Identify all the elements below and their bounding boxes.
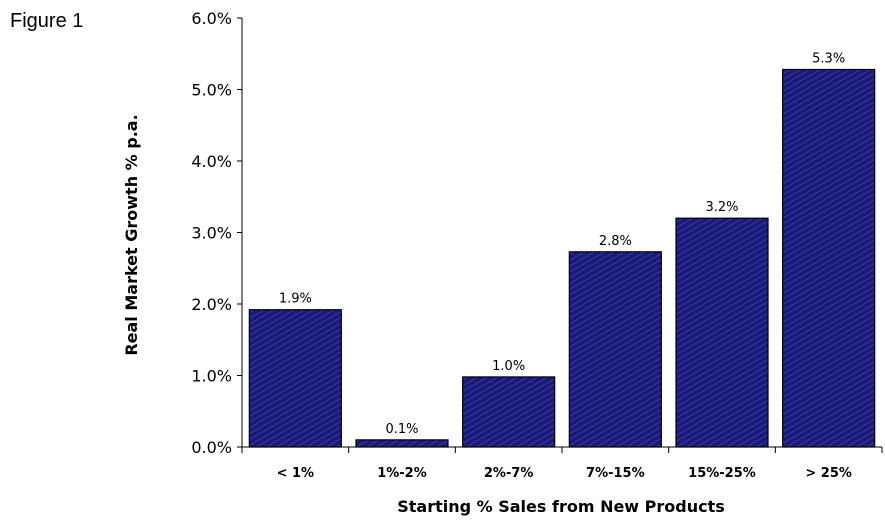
y-tick-label: 6.0%: [191, 9, 232, 28]
data-labels: 1.9% 0.1% 1.0% 2.8% 3.2% 5.3%: [279, 51, 845, 436]
bars: [248, 68, 876, 448]
bar: [248, 309, 342, 448]
y-tick-label: 1.0%: [191, 367, 232, 386]
y-tick-label: 4.0%: [191, 152, 232, 171]
y-tick-label: 5.0%: [191, 81, 232, 100]
bar: [355, 439, 449, 448]
x-category-label: > 25%: [805, 466, 852, 481]
x-axis: < 1% 1%-2% 2%-7% 7%-15% 15%-25% > 25%: [241, 446, 883, 481]
y-tick-label: 0.0%: [191, 438, 232, 457]
bar: [462, 376, 556, 448]
bar: [782, 68, 876, 448]
x-category-label: < 1%: [277, 466, 315, 481]
x-axis-title: Starting % Sales from New Products: [397, 497, 725, 516]
bar-value-label: 5.3%: [812, 51, 845, 66]
y-axis: 0.0% 1.0% 2.0% 3.0% 4.0% 5.0% 6.0%: [191, 9, 243, 457]
x-category-label: 7%-15%: [586, 466, 645, 481]
bar-value-label: 3.2%: [705, 200, 738, 215]
y-tick-label: 2.0%: [191, 295, 232, 314]
x-category-label: 1%-2%: [377, 466, 427, 481]
bar: [675, 217, 769, 448]
bar-value-label: 0.1%: [385, 422, 418, 437]
figure-label: Figure 1: [10, 10, 84, 32]
bar-value-label: 2.8%: [599, 234, 632, 249]
bar-value-label: 1.9%: [279, 292, 312, 307]
y-axis-title: Real Market Growth % p.a.: [122, 114, 141, 355]
x-category-label: 15%-25%: [688, 466, 756, 481]
bar-value-label: 1.0%: [492, 359, 525, 374]
x-category-label: 2%-7%: [484, 466, 534, 481]
y-tick-label: 3.0%: [191, 224, 232, 243]
bar: [568, 251, 662, 448]
